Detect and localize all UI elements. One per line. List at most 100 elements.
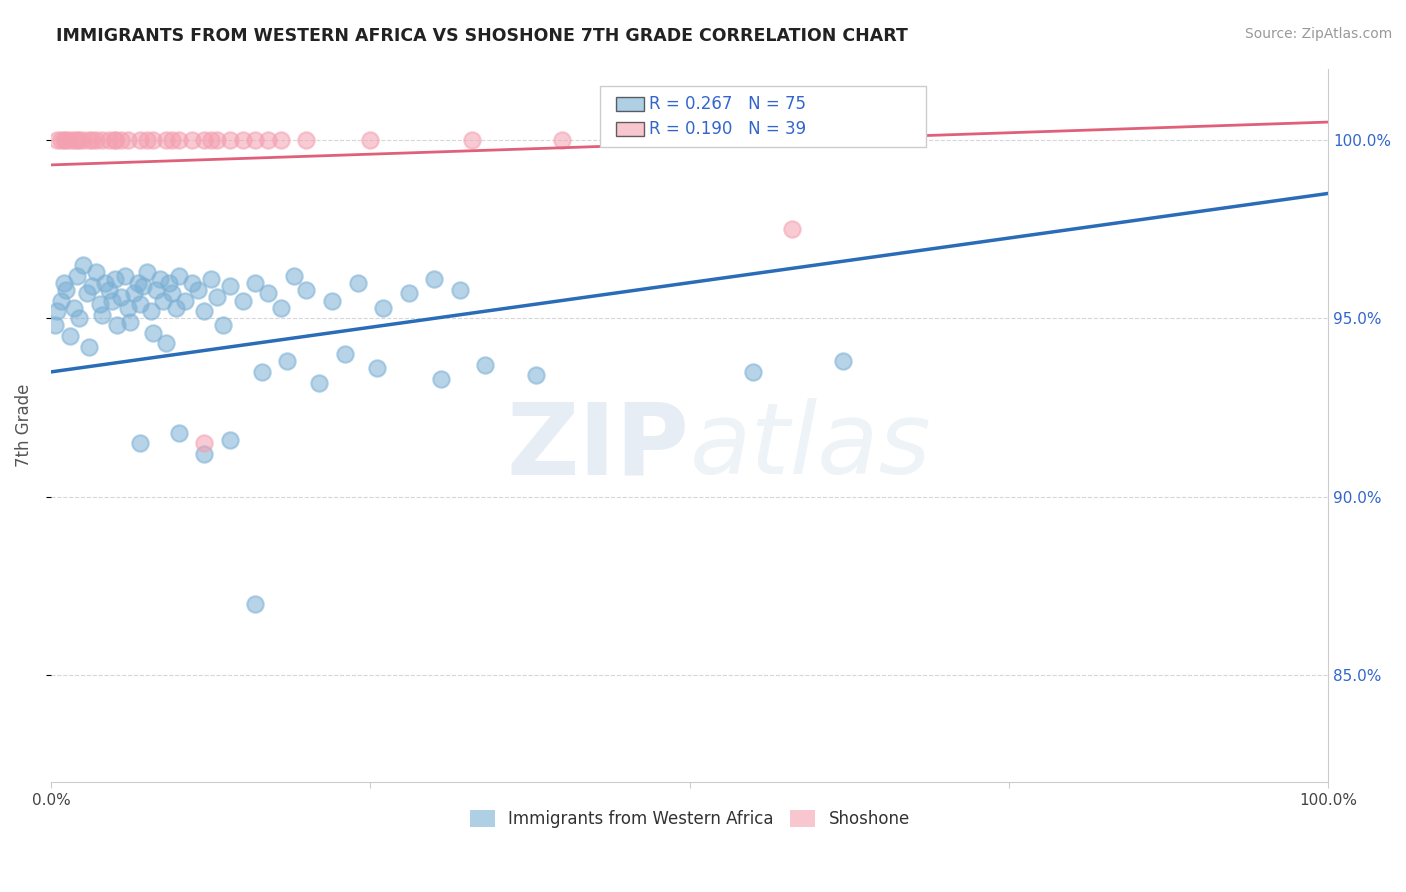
Point xyxy=(65,268,87,283)
Point xyxy=(276,354,298,368)
Point xyxy=(283,268,305,283)
Point xyxy=(63,133,86,147)
Point xyxy=(120,315,142,329)
Point xyxy=(232,293,254,308)
Point xyxy=(295,133,318,147)
Point xyxy=(270,301,292,315)
Point xyxy=(135,265,157,279)
Point xyxy=(89,297,111,311)
Point xyxy=(167,133,190,147)
FancyBboxPatch shape xyxy=(616,97,644,112)
Point xyxy=(257,286,280,301)
Point xyxy=(366,361,388,376)
Point xyxy=(65,133,87,147)
Point xyxy=(135,133,157,147)
Point xyxy=(162,286,184,301)
Point xyxy=(46,304,69,318)
Point xyxy=(91,308,114,322)
Point xyxy=(449,283,471,297)
Point xyxy=(218,279,240,293)
Point xyxy=(180,133,202,147)
Point xyxy=(127,276,149,290)
Point xyxy=(346,276,368,290)
Point xyxy=(97,283,120,297)
Point xyxy=(155,336,177,351)
Point xyxy=(429,372,451,386)
Text: R = 0.267   N = 75: R = 0.267 N = 75 xyxy=(648,95,806,113)
Point xyxy=(97,133,120,147)
Point xyxy=(193,447,215,461)
Point xyxy=(67,133,90,147)
Point xyxy=(831,354,853,368)
Point xyxy=(110,290,132,304)
Point xyxy=(524,368,547,383)
Point xyxy=(308,376,330,390)
Point xyxy=(84,133,107,147)
Point xyxy=(79,340,101,354)
Point xyxy=(79,133,101,147)
Point xyxy=(84,265,107,279)
Point xyxy=(51,293,73,308)
Point xyxy=(205,290,228,304)
Point xyxy=(149,272,172,286)
Point xyxy=(333,347,356,361)
Text: Source: ZipAtlas.com: Source: ZipAtlas.com xyxy=(1244,27,1392,41)
Point xyxy=(200,133,222,147)
Point xyxy=(245,597,267,611)
Point xyxy=(205,133,228,147)
Point xyxy=(59,329,82,343)
Point xyxy=(245,133,267,147)
Point xyxy=(270,133,292,147)
Y-axis label: 7th Grade: 7th Grade xyxy=(15,384,32,467)
Text: IMMIGRANTS FROM WESTERN AFRICA VS SHOSHONE 7TH GRADE CORRELATION CHART: IMMIGRANTS FROM WESTERN AFRICA VS SHOSHO… xyxy=(56,27,908,45)
Point xyxy=(63,301,86,315)
Point xyxy=(321,293,343,308)
Point xyxy=(218,133,240,147)
Point xyxy=(295,283,318,297)
Point xyxy=(67,311,90,326)
Point xyxy=(72,133,94,147)
FancyBboxPatch shape xyxy=(600,87,927,147)
Point xyxy=(165,301,187,315)
Point xyxy=(152,293,174,308)
Point xyxy=(474,358,496,372)
Point xyxy=(257,133,280,147)
Point xyxy=(193,304,215,318)
Point xyxy=(212,318,235,333)
Point xyxy=(51,133,73,147)
Legend: Immigrants from Western Africa, Shoshone: Immigrants from Western Africa, Shoshone xyxy=(463,803,917,835)
Point xyxy=(117,301,139,315)
Point xyxy=(46,133,69,147)
Point xyxy=(104,133,127,147)
Point xyxy=(104,133,127,147)
Point xyxy=(145,283,167,297)
Point xyxy=(129,436,152,450)
Point xyxy=(80,133,103,147)
Point xyxy=(101,293,124,308)
Point xyxy=(114,268,136,283)
Point xyxy=(55,283,77,297)
Point xyxy=(59,133,82,147)
Point xyxy=(423,272,446,286)
Point xyxy=(110,133,132,147)
Point xyxy=(132,279,155,293)
Text: atlas: atlas xyxy=(689,399,931,495)
Point xyxy=(232,133,254,147)
Point xyxy=(200,272,222,286)
Point xyxy=(55,133,77,147)
Point xyxy=(180,276,202,290)
Point xyxy=(155,133,177,147)
Text: ZIP: ZIP xyxy=(506,399,689,495)
Point xyxy=(122,286,145,301)
Point xyxy=(359,133,381,147)
Point xyxy=(250,365,273,379)
Point xyxy=(107,318,129,333)
Point xyxy=(157,276,180,290)
Point xyxy=(129,133,152,147)
Point xyxy=(76,286,98,301)
Point xyxy=(52,276,75,290)
Point xyxy=(245,276,267,290)
Point xyxy=(742,365,765,379)
FancyBboxPatch shape xyxy=(616,122,644,136)
Text: R = 0.190   N = 39: R = 0.190 N = 39 xyxy=(648,120,806,138)
